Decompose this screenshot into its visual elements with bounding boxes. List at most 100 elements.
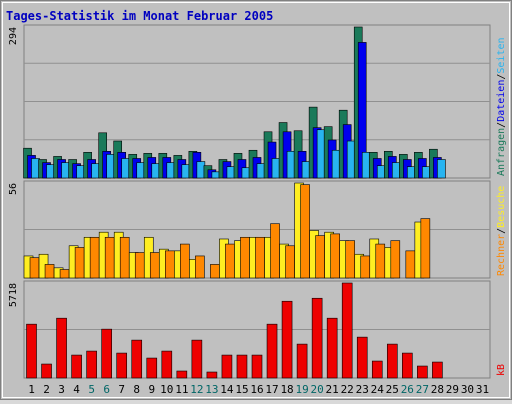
bar-rechner-day-16 (255, 236, 265, 279)
bar-rechner-day-14 (225, 243, 235, 279)
bar-rechner-day-23 (360, 255, 371, 279)
bar-kb-day-22 (341, 282, 353, 379)
legend-separator: / (496, 122, 507, 128)
day-label-9: 9 (148, 383, 155, 396)
bar-rechner-day-4 (74, 247, 85, 279)
bar-kb-day-18 (281, 300, 293, 379)
bar-kb-day-9 (146, 357, 158, 379)
bar-kb-day-1 (26, 323, 37, 379)
day-label-15: 15 (235, 383, 248, 396)
day-label-18: 18 (280, 383, 293, 396)
day-label-17: 17 (265, 383, 278, 396)
panel-2: 56 Rechner/Besuche (8, 180, 507, 279)
bar-kb-day-28 (432, 361, 443, 379)
day-label-5: 5 (88, 383, 95, 396)
bar-rechner-day-6 (104, 236, 115, 279)
bar-kb-day-6 (101, 328, 112, 379)
bar-rechner-day-18 (285, 245, 295, 279)
day-label-24: 24 (371, 383, 385, 396)
bar-rechner-day-13 (210, 264, 220, 279)
bar-rechner-day-19 (300, 184, 310, 279)
day-label-14: 14 (220, 383, 234, 396)
day-label-11: 11 (175, 383, 188, 396)
bar-rechner-day-10 (165, 250, 175, 279)
day-label-3: 3 (58, 383, 65, 396)
bar-rechner-day-8 (134, 252, 145, 279)
legend-entry: Dateien (496, 80, 507, 122)
bar-rechner-day-27 (420, 218, 431, 279)
day-label-26: 26 (401, 383, 414, 396)
legend-entry: kB (496, 364, 507, 376)
day-label-10: 10 (160, 383, 173, 396)
bar-kb-day-5 (86, 350, 97, 379)
day-label-30: 30 (461, 383, 474, 396)
bar-rechner-day-20 (315, 235, 325, 279)
bar-kb-day-15 (236, 354, 248, 379)
bar-rechner-day-17 (270, 223, 280, 279)
bar-rechner-day-21 (330, 233, 340, 279)
day-label-27: 27 (416, 383, 429, 396)
bar-rechner-day-24 (375, 243, 386, 279)
day-label-16: 16 (250, 383, 263, 396)
bar-rechner-day-12 (195, 255, 205, 279)
max-value-label: 5718 (8, 283, 19, 307)
max-value-label: 294 (8, 27, 19, 45)
bar-kb-day-21 (326, 317, 338, 379)
bar-rechner-day-11 (180, 243, 190, 279)
bar-kb-day-10 (161, 350, 173, 379)
bar-kb-day-26 (402, 352, 413, 379)
bar-kb-day-24 (371, 360, 383, 379)
bar-rechner-day-2 (44, 264, 55, 279)
day-label-8: 8 (133, 383, 140, 396)
day-label-4: 4 (73, 383, 80, 396)
bar-kb-day-25 (386, 343, 398, 379)
bar-kb-day-11 (176, 370, 188, 379)
bar-kb-day-8 (131, 339, 143, 379)
legend-entry: Rechner (496, 234, 507, 276)
bar-rechner-day-5 (89, 236, 100, 279)
bar-kb-day-12 (191, 339, 203, 379)
day-label-21: 21 (326, 383, 339, 396)
day-label-1: 1 (28, 383, 35, 396)
bar-kb-day-23 (356, 336, 368, 379)
bar-rechner-day-3 (59, 269, 70, 279)
day-label-19: 19 (295, 383, 308, 396)
legend-entry: Anfragen (496, 128, 507, 176)
day-label-23: 23 (356, 383, 369, 396)
bar-rechner-day-1 (29, 257, 40, 279)
day-label-29: 29 (446, 383, 459, 396)
day-label-22: 22 (341, 383, 354, 396)
bar-rechner-day-26 (405, 250, 416, 279)
bar-kb-day-4 (71, 354, 82, 379)
panel-3: 5718 kB (8, 280, 507, 379)
bar-rechner-day-15 (240, 236, 250, 279)
bar-kb-day-14 (221, 354, 233, 379)
legend-separator: / (496, 74, 507, 80)
day-label-12: 12 (190, 383, 203, 396)
bar-rechner-day-25 (390, 240, 401, 279)
day-label-31: 31 (476, 383, 489, 396)
bar-kb-day-3 (56, 317, 67, 379)
day-label-7: 7 (118, 383, 125, 396)
legend-entry: Seiten (496, 37, 507, 73)
day-label-2: 2 (43, 383, 50, 396)
bar-kb-day-2 (41, 363, 52, 379)
legend-separator: / (496, 228, 507, 234)
bar-kb-day-13 (206, 371, 218, 379)
bar-kb-day-16 (251, 354, 263, 379)
day-label-20: 20 (311, 383, 324, 396)
max-value-label: 56 (8, 183, 19, 195)
legend: kB (496, 364, 507, 376)
day-label-25: 25 (386, 383, 399, 396)
chart-title: Tages-Statistik im Monat Februar 2005 (6, 9, 273, 23)
bar-kb-day-7 (116, 352, 128, 379)
bar-rechner-day-9 (149, 252, 160, 279)
bar-kb-day-17 (266, 323, 278, 379)
chart-panels: 294Anfragen/Dateien/Seiten56Rechner/Besu… (8, 24, 507, 379)
bar-rechner-day-22 (345, 240, 355, 279)
day-label-13: 13 (205, 383, 218, 396)
inner-border (2, 2, 510, 398)
